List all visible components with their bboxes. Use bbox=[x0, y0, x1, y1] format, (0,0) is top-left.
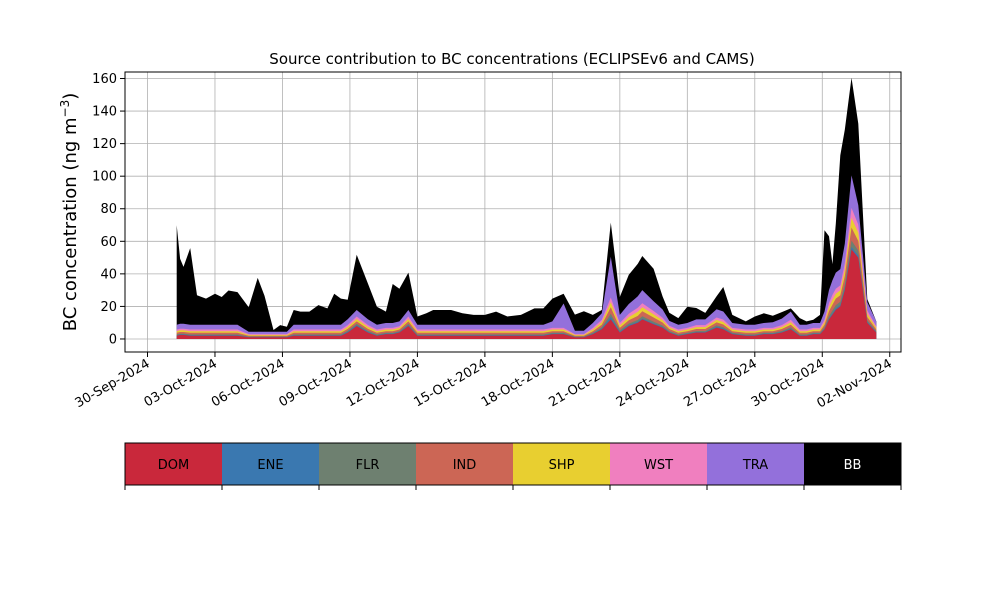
plot-frame bbox=[124, 71, 902, 353]
y-tick-label: 80 bbox=[100, 202, 117, 217]
y-tick-label: 100 bbox=[92, 170, 117, 185]
y-tick-label: 40 bbox=[100, 267, 117, 282]
chart-title: Source contribution to BC concentrations… bbox=[269, 50, 754, 68]
y-tick-label: 120 bbox=[92, 137, 117, 152]
y-axis-label-exponent: −3 bbox=[58, 100, 72, 118]
legend-label-wst: WST bbox=[644, 458, 673, 473]
legend-swatch-tra bbox=[707, 443, 804, 485]
legend-label-shp: SHP bbox=[549, 458, 575, 473]
legend-label-dom: DOM bbox=[158, 458, 189, 473]
y-tick-label: 160 bbox=[92, 72, 117, 87]
y-axis-label-close: ) bbox=[60, 93, 81, 100]
y-axis: 0 20 40 60 80 100 120 140 160 bbox=[92, 72, 125, 347]
y-axis-label-main: BC concentration (ng m bbox=[60, 117, 81, 331]
legend-label-bb: BB bbox=[844, 458, 862, 473]
legend-swatch-dom bbox=[125, 443, 222, 485]
legend-swatch-wst bbox=[610, 443, 707, 485]
area-series-bb bbox=[176, 77, 877, 339]
legend-label-flr: FLR bbox=[356, 458, 380, 473]
legend-label-ene: ENE bbox=[257, 458, 283, 473]
legend-swatch-flr bbox=[319, 443, 416, 485]
y-tick-label: 0 bbox=[109, 332, 117, 347]
legend-colorbar: DOM ENE FLR IND SHP WST TRA BB bbox=[124, 442, 902, 490]
stacked-areas bbox=[176, 77, 877, 339]
legend-swatch-ind bbox=[416, 443, 513, 485]
legend-swatch-shp bbox=[513, 443, 610, 485]
y-tick-label: 20 bbox=[100, 300, 117, 315]
legend-swatch-ene bbox=[222, 443, 319, 485]
y-axis-label: BC concentration (ng m−3) bbox=[58, 93, 81, 332]
legend-label-tra: TRA bbox=[742, 458, 768, 473]
y-tick-label: 140 bbox=[92, 105, 117, 120]
legend-label-ind: IND bbox=[453, 458, 477, 473]
y-tick-label: 60 bbox=[100, 235, 117, 250]
legend-swatch-bb bbox=[804, 443, 901, 485]
